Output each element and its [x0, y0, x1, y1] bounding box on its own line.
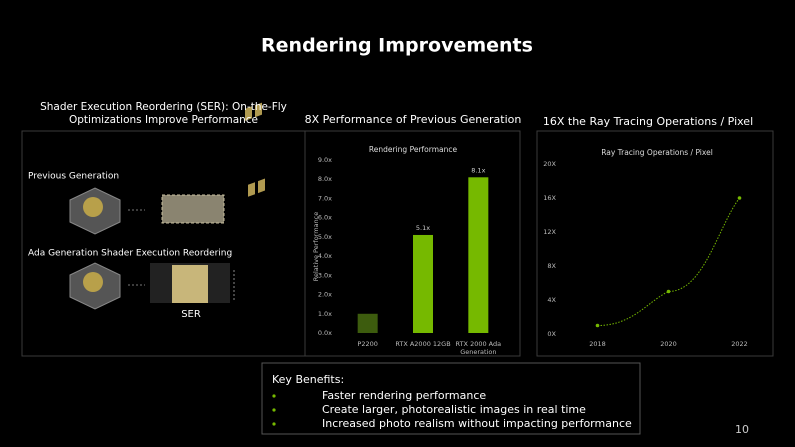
y-tick-label: 6.0x: [318, 214, 332, 222]
y-axis-label: Relative Performance: [312, 212, 320, 281]
x-tick-label: P2200: [357, 340, 378, 348]
performance-panel: [304, 130, 521, 357]
page-number: 10: [735, 423, 749, 436]
chart-title: Rendering Performance: [369, 145, 458, 154]
y-tick-label: 0X: [547, 330, 556, 338]
bar: [357, 313, 378, 333]
chart-title: Ray Tracing Operations / Pixel: [601, 148, 713, 157]
bar: [468, 177, 489, 333]
y-tick-label: 5.0x: [318, 233, 332, 241]
benefits-box: [261, 362, 641, 435]
y-tick-label: 1.0x: [318, 310, 332, 318]
y-tick-label: 4X: [547, 296, 556, 304]
slide-title: Rendering Improvements: [261, 35, 533, 57]
x-tick-label: 2022: [731, 340, 748, 348]
y-tick-label: 20X: [543, 160, 556, 168]
value-label: 5.1x: [416, 224, 430, 232]
benefits-heading: Key Benefits:: [272, 373, 344, 386]
x-tick-label: RTX 2000 Ada Generation: [455, 340, 502, 356]
y-tick-label: 8.0x: [318, 175, 332, 183]
benefit-item: Create larger, photorealistic images in …: [322, 403, 586, 416]
series-line: [597, 197, 740, 326]
point: [666, 289, 671, 294]
bullet: [272, 394, 276, 398]
panel-heading: 16X the Ray Tracing Operations / Pixel: [543, 115, 753, 128]
y-tick-label: 8X: [547, 262, 556, 270]
y-tick-label: 2.0x: [318, 291, 332, 299]
value-label: 8.1x: [471, 166, 485, 174]
y-tick-label: 0.0x: [318, 329, 332, 337]
y-tick-label: 3.0x: [318, 271, 332, 279]
y-tick-label: 12X: [543, 228, 556, 236]
panel-heading: 8X Performance of Previous Generation: [305, 113, 522, 126]
benefit-item: Increased photo realism without impactin…: [322, 417, 632, 430]
ray-tracing-panel: [536, 130, 774, 357]
panel-heading: Shader Execution Reordering (SER): On-th…: [40, 101, 287, 126]
bullet: [272, 422, 276, 426]
diagram-label: SER: [181, 309, 201, 320]
point: [595, 323, 600, 328]
point: [737, 196, 742, 200]
diagram-label: Ada Generation Shader Execution Reorderi…: [28, 249, 232, 259]
benefit-item: Faster rendering performance: [322, 389, 486, 402]
bullet: [272, 408, 276, 412]
ser-panel: [21, 130, 306, 357]
diagram-label: Previous Generation: [28, 172, 119, 182]
ser-diagram: [69, 102, 265, 310]
x-tick-label: 2020: [660, 340, 677, 348]
y-tick-label: 9.0x: [318, 156, 332, 164]
y-tick-label: 4.0x: [318, 252, 332, 260]
x-tick-label: 2018: [589, 340, 606, 348]
y-tick-label: 16X: [543, 194, 556, 202]
x-tick-label: RTX A2000 12GB: [395, 340, 451, 348]
y-tick-label: 7.0x: [318, 194, 332, 202]
bar: [413, 234, 433, 333]
